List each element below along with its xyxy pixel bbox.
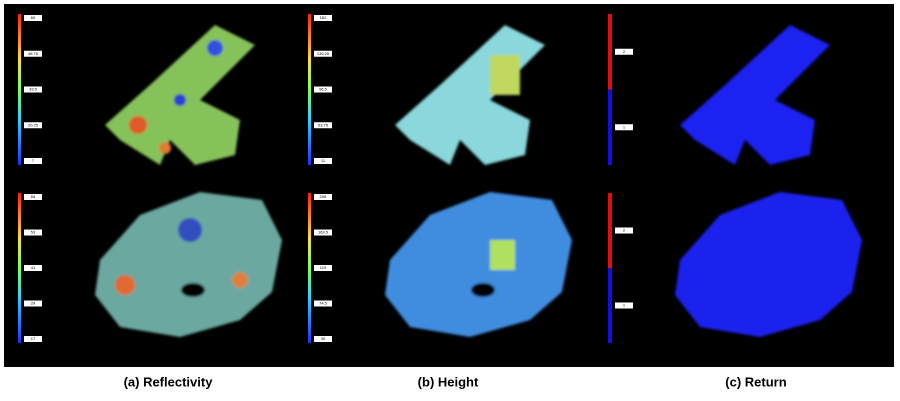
colorbar-label-box — [24, 229, 42, 236]
caption: (a) Reflectivity — [124, 374, 214, 389]
colorbar-label-box — [615, 48, 633, 55]
colorbar-label-box — [24, 15, 42, 21]
colorbar-label-box — [314, 194, 332, 200]
colorbar-label-box — [314, 265, 332, 271]
colorbar — [608, 14, 612, 165]
colorbar-label-box — [24, 158, 42, 164]
point-cloud-detail — [490, 240, 515, 270]
colorbar-label: 41 — [31, 265, 36, 270]
point-cloud-detail — [174, 94, 186, 106]
colorbar-label-box — [314, 122, 332, 129]
point-cloud-detail — [207, 40, 223, 56]
colorbar-label: 74.5 — [319, 301, 328, 306]
colorbar — [308, 14, 311, 165]
colorbar-label-box — [615, 302, 633, 309]
colorbar-label: 1 — [623, 303, 626, 308]
point-cloud-detail — [129, 116, 147, 134]
colorbar-label: 46.75 — [28, 51, 39, 56]
colorbar-label: 53.75 — [318, 122, 329, 127]
colorbar-label: 163.5 — [318, 230, 329, 235]
colorbar — [608, 193, 612, 343]
caption: (b) Height — [418, 374, 479, 389]
colorbar-label-box — [615, 124, 633, 131]
colorbar-label: 17 — [31, 336, 36, 341]
point-cloud-detail — [471, 283, 495, 297]
colorbar-label: 11 — [321, 158, 326, 163]
colorbar-label-box — [314, 229, 332, 236]
colorbar-label-box — [314, 336, 332, 342]
colorbar-label-box — [314, 50, 332, 57]
colorbar-label-box — [615, 227, 633, 234]
colorbar-label-box — [24, 336, 42, 342]
colorbar-label: 7 — [32, 158, 35, 163]
colorbar-label: 53 — [31, 230, 36, 235]
colorbar-label: 208 — [320, 194, 327, 199]
colorbar-label-box — [24, 86, 42, 93]
point-clouds — [95, 25, 862, 337]
colorbar-label: 2 — [623, 49, 626, 54]
colorbar-label-box — [314, 86, 332, 93]
colorbar-label: 119 — [320, 265, 327, 270]
colorbar-label: 60 — [31, 15, 36, 20]
colorbar-label-box — [24, 122, 42, 129]
colorbar-label-box — [24, 50, 42, 57]
colorbar-label: 33.5 — [29, 87, 38, 92]
colorbar-label-box — [24, 300, 42, 307]
colorbar-label: 30 — [321, 336, 326, 341]
colorbar-label: 29 — [31, 301, 36, 306]
colorbar — [18, 14, 21, 165]
point-cloud-detail — [115, 275, 135, 295]
colorbar-label-box — [314, 15, 332, 21]
colorbar-label-box — [314, 158, 332, 164]
colorbar-label: 96.5 — [319, 87, 328, 92]
caption: (c) Return — [725, 374, 786, 389]
colorbar-label: 2 — [623, 228, 626, 233]
colorbar-label-box — [314, 300, 332, 307]
colorbar-label: 139.25 — [317, 51, 330, 56]
point-cloud-detail — [178, 218, 202, 242]
colorbar-label: 1 — [623, 124, 626, 129]
point-cloud-detail — [232, 272, 248, 288]
colorbar-label-box — [24, 265, 42, 271]
colorbar-label: 65 — [31, 194, 36, 199]
colorbar — [18, 193, 21, 343]
colorbar-label-box — [24, 194, 42, 200]
point-cloud-detail — [159, 142, 171, 154]
colorbar-label: 20.25 — [28, 122, 39, 127]
point-cloud-detail — [181, 283, 205, 297]
colorbar — [308, 193, 311, 343]
point-cloud-detail — [490, 55, 520, 95]
colorbar-label: 182 — [320, 15, 327, 20]
